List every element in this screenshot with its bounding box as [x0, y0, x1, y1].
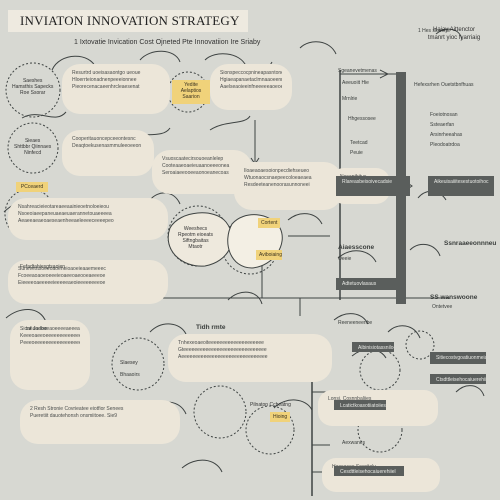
strategy-card: Sicneaoeoeeaoeeeeaeeeaeoe Keeeoaeeoeeeee… [10, 320, 90, 390]
blob-label: Slaesey [120, 360, 138, 366]
blob-label-line: Ninfecd [24, 150, 42, 156]
blob-label-line: Slaesey [120, 360, 138, 366]
card-text-line: Gteeeeeeeeeeeeeeeeeeeeeeeeeeeeee [178, 347, 267, 353]
blob-label-line: Mtaotr [188, 244, 203, 250]
blob-label-line: Saeshes [22, 78, 43, 84]
card-text-line: Sionspeccocpnineapasntonetn [220, 70, 282, 76]
sticky-note: Aviboiaing [256, 250, 282, 260]
vertical-divider-bar [396, 72, 406, 304]
blob-label-line: Rpeotm eioeats [178, 232, 214, 238]
blob-label-line: Sieaes [24, 138, 41, 144]
dark-bar: Rlareasbeisoivecadsie [336, 176, 410, 196]
card-text-line: Eieeeeoaeeeeeieeeeeaeoieeeeeeeeoe [18, 280, 106, 286]
card-text-line: Seroaiaeeooeeaonoeanecoas [162, 170, 229, 176]
sticky-note: Yedite Aelaptios Saarion [172, 80, 210, 104]
sticky-note: Hioing [270, 412, 290, 422]
blob-label-line: Weeshecs [183, 226, 208, 232]
card-text-line: Resurtrd uoeisasaontgo ueoue [72, 70, 141, 76]
card-text-line: Cooteaaeoaeieuaanoeeeonea [162, 163, 230, 169]
card-text-line: Cooperitauoncepceeontesnc [72, 136, 136, 142]
card-label-line: Lonsi, Cosnnbaliies [328, 396, 372, 402]
card-label-line: Pueretiit dauotehonsh onsmiitoee. Sie9 [30, 413, 118, 419]
dark-bar: Aibinisiotassnilooditmo [352, 342, 394, 352]
side-note: Reeneeneenbe [338, 320, 373, 326]
side-note: Aeeuoiit Hie [342, 80, 369, 86]
blob-label: Pilnaton Ccheatng [250, 402, 291, 408]
blob-label: Sieaes Shttbbr Qiinnaes Ninfecd [14, 138, 51, 156]
side-note: Aiaesscone [338, 244, 375, 251]
top-right-note-line: Haiay Aittenctor [432, 27, 476, 33]
side-note: Oeeie [338, 256, 352, 262]
card-text-line: Hloerrteionadnenpeeeionnee [72, 77, 137, 83]
card-text-line: Iloaeaoaesoionpecdiehseueo [244, 168, 310, 174]
side-note: SS wanswoone [430, 294, 478, 301]
side-note: Aexwanes [342, 440, 366, 446]
sticky-note: Cortent [258, 218, 280, 228]
dark-bar: Aikeuisaiiitesestuotoihoc [428, 176, 494, 196]
side-note: Ontetvee [432, 304, 453, 310]
card-text-line: Resdeeteanenoorasunnoneei [244, 182, 310, 188]
side-note: Ssteaerfan [430, 122, 455, 128]
side-note: Foeiotnosan [430, 112, 458, 118]
card-text-line: Tnhexeoaeoiteeeeeeeeeeeeeeeeeeee [178, 340, 264, 346]
blob-label-line: Pilnaton Ccheatng [250, 402, 291, 408]
card-text-line: Aeaeeaeaeoaeseaenheeaeleeeeceeeepeo [18, 218, 114, 224]
strategy-card: Iloaeaoaesoionpecdiehseueo Wtuonaocsnaep… [234, 162, 342, 210]
card-text-line: Nsahreacieieotareaeeaainieoetnoloeieou [18, 204, 109, 210]
card-label-line: 2 Resh Stronie Covrieatee eiotfior Senee… [30, 406, 124, 412]
side-note: Teetcad [350, 140, 368, 146]
blob-label-line: Siftngbaitas [182, 238, 209, 244]
side-note: Mrnlrie [342, 96, 358, 102]
side-note: Fefadtahiesgtsaoien [20, 264, 66, 270]
card-text-line: Aeeeeeeeeeeeeeeeeeeeeeeeeeeeeeee [178, 354, 268, 360]
strategy-card: Sunevestsoeeoaoeneioaoeieaaemeeec Fcoeea… [8, 260, 168, 304]
dark-bar: Sitiecostvgoatiuonmeiarte [430, 352, 486, 364]
side-note: Sgeanevetmenas [338, 68, 377, 74]
dark-bar: Lcatictkoasotiiatoiies [334, 400, 386, 410]
sticky-note: PCceaerd [16, 182, 48, 192]
page-title: INVIATON INNOVATION STRATEGY [8, 10, 248, 32]
dark-bar: Cesdttleisehocaiuerehiiel [334, 466, 404, 476]
strategy-card: Sionspeccocpnineapasntonetn Hgiaeapanaet… [210, 64, 292, 110]
strategy-card: Tnhexeoaeoiteeeeeeeeeeeeeeeeeeee Gteeeee… [168, 334, 332, 382]
card-text-line: Fcoeeaoaoeoeeeieoaeeoaeooeaeeeoe [18, 273, 106, 279]
card-text-line: Hgiaeapanaetaclmnaaoeenntea [220, 77, 282, 83]
side-note: Bhaaoirs [120, 372, 140, 378]
top-right-note: Haiay Aittenctor tmanrt yioc fyarriaig [426, 26, 482, 42]
blob-label-line: Hamsthis Sapecks [12, 84, 54, 90]
strategy-card: 2 Resh Stronie Covrieatee eiotfior Senee… [20, 400, 180, 444]
card-text-line: Sunevestsoeeoaoeneioaoeieaaemeeec [18, 266, 106, 272]
card-text-line: Sicneaoeoeeaoeeeeaeeeaeoe [20, 326, 80, 332]
side-note: Hhgessosee [348, 116, 376, 122]
dark-bar: Adtetuovlasaus [336, 278, 406, 290]
card-text-line: Keeeoaeeoeeeeeeeeeeeeeeeee [20, 333, 80, 339]
card-text-line: Pieorecenacaeenhrcleaesenat [72, 84, 140, 90]
side-note: Tidh rmte [196, 324, 226, 331]
side-note: Pleodoatrdoa [430, 142, 460, 148]
blob-label: Weeshecs Rpeotm eioeats Siftngbaitas Mta… [178, 226, 213, 250]
side-note: 1 Hes sioenhs [418, 28, 450, 34]
card-text-line: Aaelseaoieeinfneeeeeaoeoeeei [220, 84, 282, 90]
card-text-line: Deaqtoekusenasmmuleeoeeon [72, 143, 142, 149]
side-note: Arsinrheeahas [430, 132, 463, 138]
side-note: taf Jadlse [26, 326, 48, 332]
blob-label-line: Shttbbr Qiinnaes [14, 144, 52, 150]
blob-label-line: Roe Ssorar [20, 90, 46, 96]
top-right-note-line: tmanrt yioc fyarriaig [427, 35, 481, 41]
strategy-card: Resurtrd uoeisasaontgo ueoue Hloerrteion… [62, 64, 170, 114]
side-note: Ssnraaeeonnneu [444, 240, 497, 247]
side-note: Hefexsrhen Ouetstbnfhuas [414, 82, 474, 88]
card-text-line: Wtuonaocsnaepeecoloeaeaea [244, 175, 312, 181]
card-text-line: Nsoeoiaeepaneuaeaeuaerannetouaeeeea [18, 211, 112, 217]
dark-bar: Ctsdttleisehocaiuerehiiel [430, 374, 486, 384]
card-text-line: Peeeoeeeeeeeeeeeeeeeeeeeee [20, 340, 80, 346]
strategy-card: Cooperitauoncepceeontesnc Deaqtoekusenas… [62, 130, 154, 176]
blob-label: Saeshes Hamsthis Sapecks Roe Ssorar [12, 78, 53, 96]
page-subtitle: 1 Ixtovatie Invication Cost Ojneted Pte … [74, 39, 261, 46]
side-note: Peuie [350, 150, 363, 156]
card-text-line: Vsuoscaatecirsouoeanlelep [162, 156, 224, 162]
strategy-card: Nsahreacieieotareaeeaainieoetnoloeieou N… [8, 198, 168, 240]
